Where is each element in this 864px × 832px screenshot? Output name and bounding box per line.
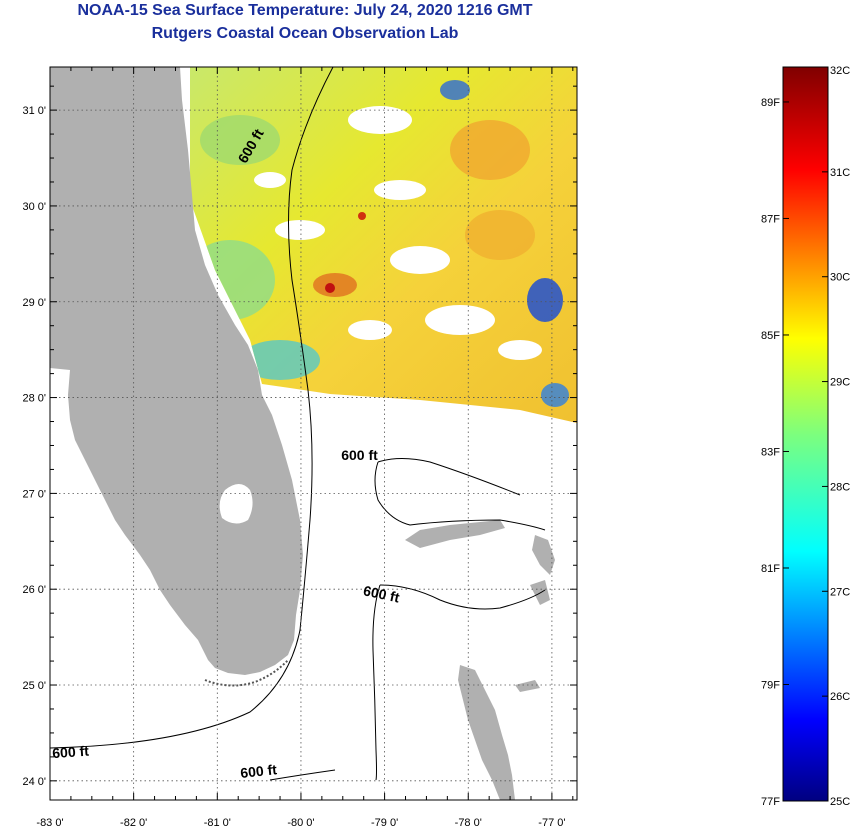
colorbar-fahrenheit-label: 89F	[761, 97, 780, 109]
map-frame	[49, 66, 578, 801]
colorbar-fahrenheit-label: 87F	[761, 213, 780, 225]
colorbar-labels: 32C 31C 30C 29C 28C 27C 26C 25C 89F 87F 85F 83F 81F 7…	[761, 65, 850, 808]
graticule	[50, 67, 577, 800]
colorbar-celsius-label: 25C	[830, 796, 850, 808]
lake-okeechobee	[219, 484, 253, 524]
axis-labels: 31 0' 30 0' 29 0' 28 0' 27 0' 26 0' 25 0' 24 0'…	[22, 105, 565, 829]
colorbar-fahrenheit-label: 85F	[761, 330, 780, 342]
sst-swath	[190, 67, 577, 423]
lat-tick-label: 26 0'	[22, 584, 46, 596]
colorbar-celsius-label: 28C	[830, 481, 850, 493]
grand-bahama-land	[405, 520, 505, 548]
colorbar-fahrenheit-label: 81F	[761, 563, 780, 575]
colorbar-celsius-label: 27C	[830, 586, 850, 598]
lon-tick-label: -79 0'	[371, 817, 398, 829]
colorbar-celsius-label: 30C	[830, 272, 850, 284]
lat-tick-label: 28 0'	[22, 393, 46, 405]
lon-tick-label: -80 0'	[287, 817, 314, 829]
colorbar-fahrenheit-label: 83F	[761, 446, 780, 458]
andros-land	[458, 665, 515, 800]
colorbar-celsius-label: 31C	[830, 167, 850, 179]
colorbar	[782, 66, 829, 802]
lat-tick-label: 29 0'	[22, 297, 46, 309]
map-panel	[50, 67, 577, 800]
isobath-600ft	[50, 67, 546, 781]
lat-tick-label: 31 0'	[22, 105, 46, 117]
isobath-label: 600 ft	[52, 743, 90, 762]
isobath-label: 600 ft	[240, 761, 278, 781]
isobath-label: 600 ft	[341, 447, 378, 463]
isobath-label: 600 ft	[362, 582, 401, 605]
lon-tick-label: -83 0'	[36, 817, 63, 829]
new-providence-land	[515, 680, 540, 692]
colorbar-celsius-label: 32C	[830, 65, 850, 77]
axis-ticks	[49, 67, 577, 800]
lat-tick-label: 30 0'	[22, 201, 46, 213]
lon-tick-label: -78 0'	[455, 817, 482, 829]
map-title: NOAA-15 Sea Surface Temperature: July 24…	[77, 2, 533, 19]
colorbar-fahrenheit-label: 77F	[761, 796, 780, 808]
lat-tick-label: 27 0'	[22, 488, 46, 500]
lon-tick-label: -81 0'	[204, 817, 231, 829]
colorbar-fahrenheit-label: 79F	[761, 679, 780, 691]
colorbar-celsius-label: 26C	[830, 691, 850, 703]
lon-tick-label: -77 0'	[538, 817, 565, 829]
lat-tick-label: 25 0'	[22, 680, 46, 692]
abaco-land	[532, 535, 555, 575]
map-subtitle: Rutgers Coastal Ocean Observation Lab	[151, 25, 459, 42]
lat-tick-label: 24 0'	[22, 776, 46, 788]
lon-tick-label: -82 0'	[120, 817, 147, 829]
colorbar-celsius-label: 29C	[830, 377, 850, 389]
